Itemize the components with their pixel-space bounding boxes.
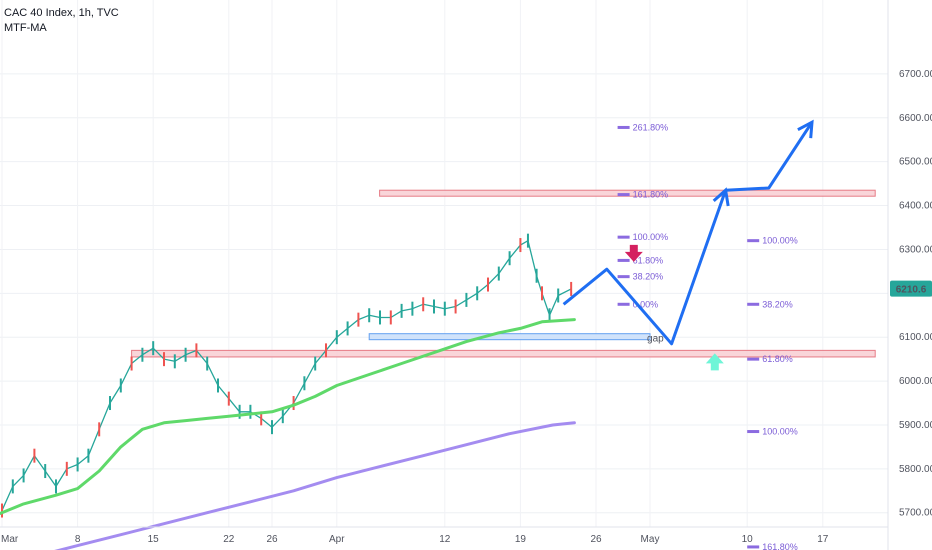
time-tick-label: 17 (817, 534, 829, 545)
price-axis[interactable]: 5600.005700.005800.005900.006000.006100.… (887, 0, 932, 550)
zone-support (131, 349, 876, 358)
price-tick-label: 6700.00 (899, 69, 932, 80)
price-tick-label: 6300.00 (899, 244, 932, 255)
price-tick-label: 6000.00 (899, 376, 932, 387)
arrow-up-icon (705, 353, 724, 371)
series-line-1 (0, 318, 576, 516)
series-line-0 (1, 240, 572, 512)
price-tick-label: 5900.00 (899, 420, 932, 431)
annotations: gap (624, 244, 724, 371)
indicator-label[interactable]: MTF-MA (4, 22, 47, 34)
time-tick-label: 15 (148, 534, 160, 545)
fib-levels: 261.80% 161.80% 100.00% 61.80% 38.20% 0.00% 10… (617, 122, 798, 550)
price-tick-label: 6600.00 (899, 113, 932, 124)
time-axis[interactable]: Mar 8 15 22 26 Apr 12 19 26 May 10 17 (0, 526, 888, 545)
time-tick-label: 26 (590, 534, 602, 545)
zone-gap (368, 333, 651, 341)
time-tick-label: 10 (742, 534, 754, 545)
price-tick-label: 5800.00 (899, 464, 932, 475)
time-tick-label: May (641, 534, 660, 545)
fib-label: 61.80% (762, 354, 793, 364)
chart-grid (0, 0, 888, 527)
time-tick-label: 26 (266, 534, 278, 545)
fib-label: 100.00% (633, 232, 669, 242)
projection-arrowhead (797, 119, 814, 139)
gap-label: gap (647, 334, 664, 345)
price-badge-bg (890, 280, 932, 297)
symbol-title[interactable]: CAC 40 Index, 1h, TVC (4, 7, 119, 19)
price-tick-label: 6500.00 (899, 157, 932, 168)
projection-layer (562, 119, 814, 346)
fib-label: 161.80% (633, 190, 669, 200)
time-tick-label: 12 (439, 534, 451, 545)
time-tick-label: 22 (223, 534, 235, 545)
arrow-down-icon (624, 244, 643, 262)
time-tick-label: 19 (515, 534, 527, 545)
price-badge: 6210.6 (890, 280, 932, 297)
fib-label: 100.00% (762, 427, 798, 437)
time-tick-label: 8 (75, 534, 81, 545)
price-badge-label: 6210.6 (896, 285, 927, 296)
fib-label: 61.80% (633, 255, 664, 265)
projection-path (562, 121, 814, 346)
series-line-2 (54, 421, 576, 550)
fib-label: 38.20% (633, 272, 664, 282)
projection-arrowhead (712, 187, 730, 207)
fib-label: 161.80% (762, 542, 798, 550)
price-tick-label: 5700.00 (899, 508, 932, 519)
fib-label: 100.00% (762, 236, 798, 246)
fib-label: 261.80% (633, 122, 669, 132)
price-tick-label: 6100.00 (899, 332, 932, 343)
series-layer (0, 233, 576, 550)
price-tick-label: 6400.00 (899, 201, 932, 212)
time-tick-label: Mar (1, 534, 19, 545)
fib-label: 38.20% (762, 299, 793, 309)
time-tick-label: Apr (329, 534, 345, 545)
fib-label: 0.00% (633, 299, 659, 309)
